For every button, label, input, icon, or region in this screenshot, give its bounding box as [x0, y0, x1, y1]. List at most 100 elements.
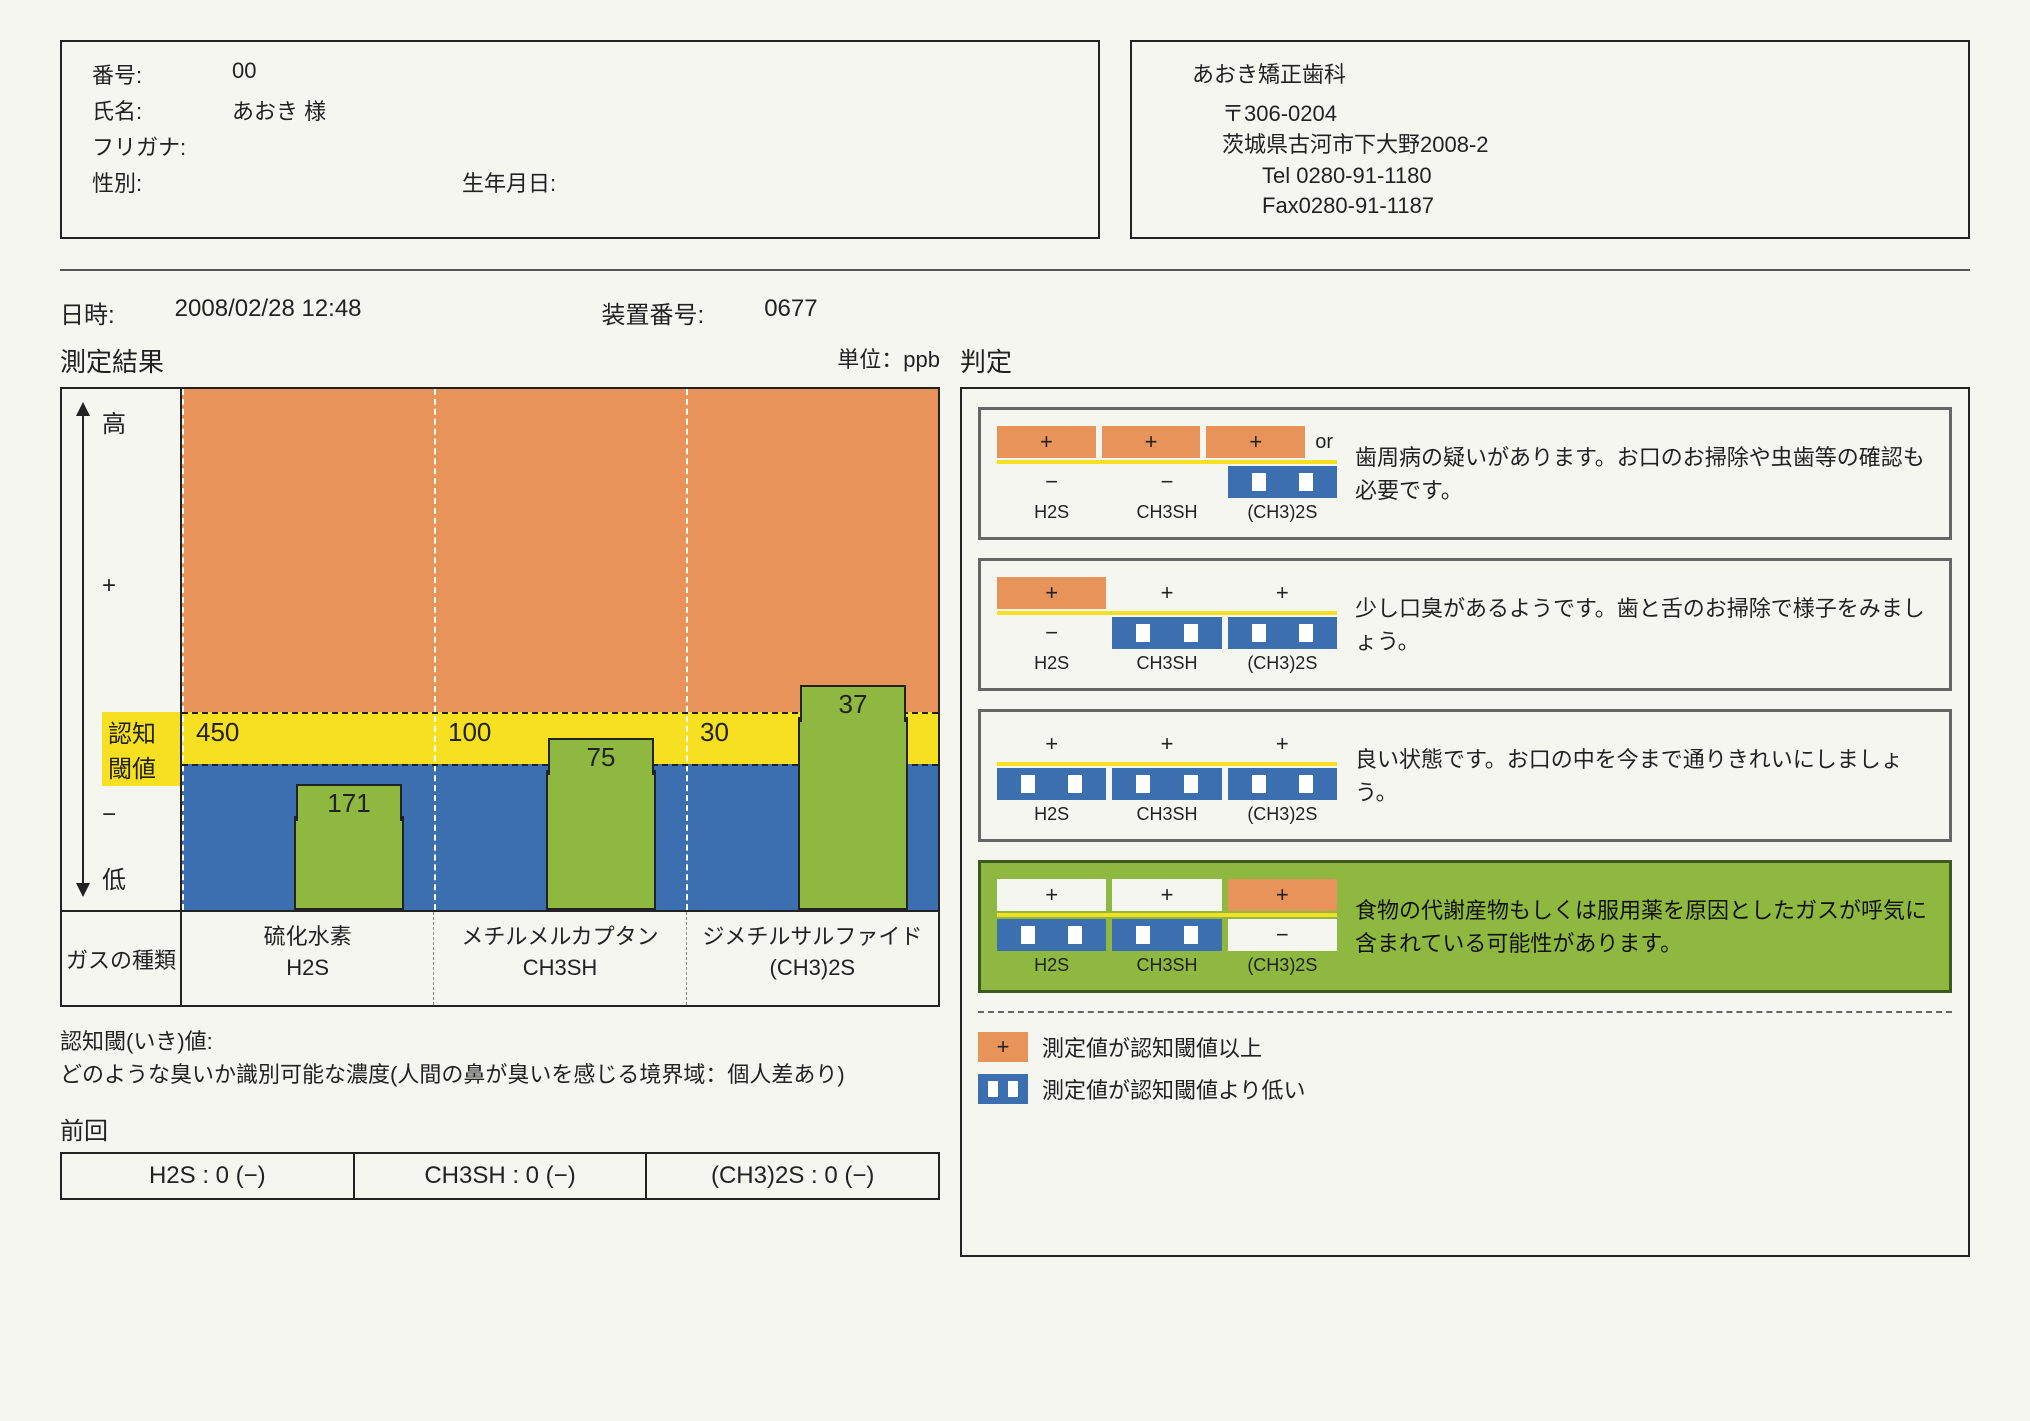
patient-sex-value	[232, 166, 432, 198]
gas-labels-row: ガスの種類 硫化水素 H2S メチルメルカプタン CH3SH ジメチルサルファイ…	[62, 910, 938, 1005]
judge-grid: +++or−−H2SCH3SH(CH3)2S	[997, 424, 1337, 523]
judge-cell-plain-plus: +	[997, 728, 1106, 760]
judge-cell-blue	[1228, 617, 1337, 649]
bar-h2s: 171	[294, 816, 404, 910]
note-body: どのような臭いか識別可能な濃度(人間の鼻が臭いを感じる境界域：個人差あり)	[60, 1058, 940, 1091]
chart-y-axis: 高 + 認知閾値 − 低	[62, 389, 182, 910]
meta-row: 日時: 2008/02/28 12:48 装置番号: 0677	[60, 295, 1970, 330]
gas-name-ch32s: ジメチルサルファイド	[687, 922, 938, 953]
judge-cell-blue	[1112, 768, 1221, 800]
judge-cell-plain-minus: −	[1228, 919, 1337, 951]
prev-ch3sh: CH3SH : 0 (−)	[353, 1154, 646, 1198]
gas-formula-h2s: H2S	[182, 953, 433, 984]
judge-text-0: 歯周病の疑いがあります。お口のお掃除や虫歯等の確認も必要です。	[1355, 441, 1933, 507]
gas-formula-ch3sh: CH3SH	[434, 953, 685, 984]
gas-label-h2s: 硫化水素 H2S	[182, 912, 433, 1005]
judge-cell-plain-plus: +	[1228, 728, 1337, 760]
judge-cell-blue	[1228, 768, 1337, 800]
top-row: 番号: 00 氏名: あおき 様 フリガナ: 性別: 生年月日: あおき矯正歯科…	[60, 40, 1970, 239]
left-column: 測定結果 単位：ppb 高 + 認知閾値 − 低	[60, 342, 940, 1257]
main-content: 測定結果 単位：ppb 高 + 認知閾値 − 低	[60, 342, 1970, 1257]
threshold-h2s: 450	[196, 717, 239, 748]
bar-value-h2s: 171	[296, 784, 402, 821]
legend-swatch-blue	[978, 1074, 1028, 1104]
chart-main: 高 + 認知閾値 − 低 450 171	[62, 389, 938, 910]
chart-frame: 高 + 認知閾値 − 低 450 171	[60, 387, 940, 1007]
legend-below: 測定値が認知閾値より低い	[978, 1073, 1952, 1105]
judge-grid: +++−H2SCH3SH(CH3)2S	[997, 575, 1337, 674]
threshold-note: 認知閾(いき)値: どのような臭いか識別可能な濃度(人間の鼻が臭いを感じる境界域…	[60, 1025, 940, 1091]
judge-gas-label: CH3SH	[1112, 804, 1221, 825]
clinic-fax: Fax0280-91-1187	[1262, 191, 1938, 222]
patient-sex-label: 性別:	[92, 166, 202, 198]
legend-above-text: 測定値が認知閾値以上	[1042, 1031, 1262, 1063]
gas-label-ch32s: ジメチルサルファイド (CH3)2S	[686, 912, 938, 1005]
device-label: 装置番号:	[602, 295, 705, 330]
legend-separator	[978, 1011, 1952, 1013]
judge-gas-label: H2S	[997, 653, 1106, 674]
judge-text-3: 食物の代謝産物もしくは服用薬を原因としたガスが呼気に含まれている可能性があります…	[1355, 894, 1933, 960]
patient-number-label: 番号:	[92, 58, 202, 90]
judgment-item-2: +++H2SCH3SH(CH3)2S良い状態です。お口の中を今まで通りきれいにし…	[978, 709, 1952, 842]
y-tick-plus: +	[102, 572, 116, 600]
prev-h2s: H2S : 0 (−)	[62, 1154, 353, 1198]
judge-cell-orange: +	[1102, 426, 1201, 458]
legend-above: + 測定値が認知閾値以上	[978, 1031, 1952, 1063]
gas-label-ch3sh: メチルメルカプタン CH3SH	[433, 912, 685, 1005]
judge-grid: +++H2SCH3SH(CH3)2S	[997, 726, 1337, 825]
judge-gas-label: H2S	[997, 955, 1106, 976]
judge-cell-plain-plus: +	[997, 879, 1106, 911]
previous-table: H2S : 0 (−) CH3SH : 0 (−) (CH3)2S : 0 (−…	[60, 1152, 940, 1200]
results-title-text: 測定結果	[60, 347, 164, 377]
clinic-address: 茨城県古河市下大野2008-2	[1222, 130, 1938, 161]
judge-cell-plain-plus: +	[1112, 577, 1221, 609]
judge-gas-label: (CH3)2S	[1228, 653, 1337, 674]
y-tick-threshold: 認知閾値	[102, 712, 180, 786]
right-column: 判定 +++or−−H2SCH3SH(CH3)2S歯周病の疑いがあります。お口の…	[960, 342, 1970, 1257]
judge-text-1: 少し口臭があるようです。歯と舌のお掃除で様子をみましょう。	[1355, 592, 1933, 658]
separator	[60, 269, 1970, 271]
judge-cell-orange: +	[1206, 426, 1305, 458]
clinic-tel: Tel 0280-91-1180	[1262, 161, 1938, 192]
clinic-name: あおき矯正歯科	[1192, 57, 1938, 89]
y-tick-minus: −	[102, 801, 116, 829]
y-axis-arrow	[82, 404, 84, 895]
judge-cell-blue	[997, 768, 1106, 800]
unit-label: 単位：ppb	[837, 342, 940, 374]
judge-cell-blue	[997, 919, 1106, 951]
judge-cell-plain-minus: −	[997, 617, 1106, 649]
judge-gas-label: CH3SH	[1112, 653, 1221, 674]
threshold-ch32s: 30	[700, 717, 729, 748]
judge-threshold-line	[997, 913, 1337, 917]
gas-name-h2s: 硫化水素	[182, 922, 433, 953]
threshold-ch3sh: 100	[448, 717, 491, 748]
judge-cell-plain-minus: −	[1112, 466, 1221, 498]
chart-plot: 450 171 100 75 30 37	[182, 389, 938, 910]
y-tick-low: 低	[102, 860, 126, 895]
judge-cell-blue	[1112, 617, 1221, 649]
judge-gas-label: (CH3)2S	[1228, 804, 1337, 825]
gas-col-h2s: 450 171	[182, 389, 434, 910]
judge-cell-orange: +	[997, 426, 1096, 458]
gas-type-label: ガスの種類	[62, 912, 182, 1005]
device-value: 0677	[764, 295, 817, 330]
judgment-frame: +++or−−H2SCH3SH(CH3)2S 歯周病の疑いがあります。お口のお掃除…	[960, 387, 1970, 1257]
judge-threshold-line	[997, 762, 1337, 766]
judge-gas-label: (CH3)2S	[1228, 955, 1337, 976]
results-title: 測定結果 単位：ppb	[60, 342, 940, 379]
bar-value-ch32s: 37	[800, 685, 906, 722]
patient-dob-label: 生年月日:	[462, 166, 556, 198]
bar-ch32s: 37	[798, 717, 908, 910]
clinic-postal: 〒306-0204	[1222, 99, 1938, 130]
y-tick-high: 高	[102, 404, 126, 439]
bar-value-ch3sh: 75	[548, 738, 654, 775]
judge-gas-label: H2S	[997, 502, 1106, 523]
judge-cell-blue	[1112, 919, 1221, 951]
judgment-item-1: +++−H2SCH3SH(CH3)2S少し口臭があるようです。歯と舌のお掃除で様…	[978, 558, 1952, 691]
judge-gas-label: (CH3)2S	[1228, 502, 1337, 523]
prev-ch32s: (CH3)2S : 0 (−)	[645, 1154, 938, 1198]
gas-col-ch3sh: 100 75	[434, 389, 686, 910]
bar-ch3sh: 75	[546, 770, 656, 911]
previous-title: 前回	[60, 1111, 940, 1146]
judgment-item-3: +++−H2SCH3SH(CH3)2S食物の代謝産物もしくは服用薬を原因としたガ…	[978, 860, 1952, 993]
